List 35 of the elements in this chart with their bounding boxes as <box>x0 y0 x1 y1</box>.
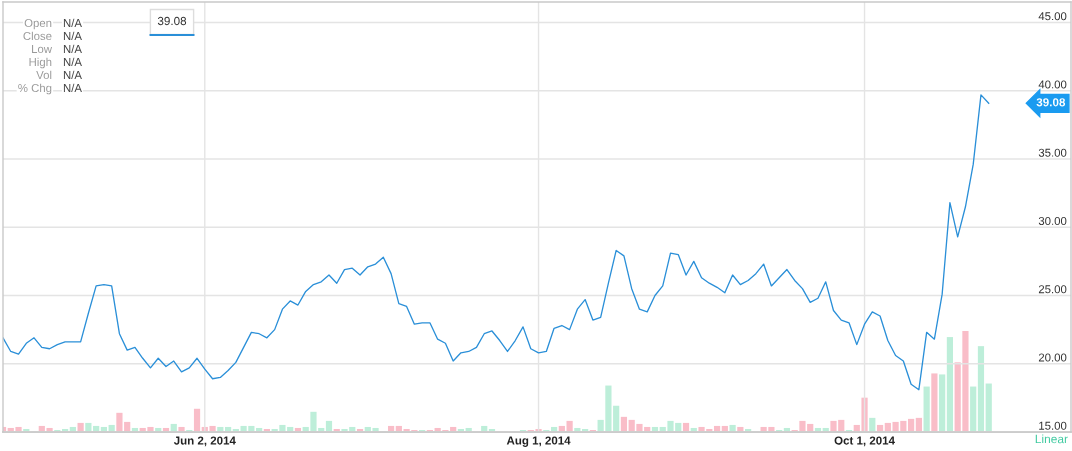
annotation: Low <box>32 45 53 54</box>
y-tick-label: 35.00 <box>1038 148 1067 157</box>
x-tick-label: Aug 1, 2014 <box>506 436 571 447</box>
annotation: N/A <box>63 31 82 41</box>
annotation: N/A <box>63 18 82 28</box>
bar <box>946 337 954 432</box>
x-tick-label: Oct 1, 2014 <box>834 436 895 447</box>
annotation: Close <box>23 31 52 41</box>
bar <box>970 386 977 432</box>
annotation: % Chg <box>18 83 52 95</box>
annotation: N/A <box>63 70 82 80</box>
annotation: N/A <box>63 44 82 54</box>
y-tick-label: 30.00 <box>1038 216 1067 225</box>
bar <box>178 426 185 432</box>
bar <box>939 374 946 432</box>
bar <box>923 386 930 432</box>
y-tick-label: 40.00 <box>1038 80 1067 89</box>
text: Linear <box>1035 434 1068 444</box>
text: 39.08 <box>1036 98 1066 107</box>
y-tick-label: 20.00 <box>1038 353 1067 362</box>
bar <box>729 424 736 432</box>
y-tick-label: 15.00 <box>1039 421 1067 430</box>
y-tick-label: 45.00 <box>1038 12 1067 21</box>
annotation: N/A <box>63 57 82 67</box>
annotation: High <box>29 57 52 69</box>
bar <box>931 373 938 432</box>
annotation: N/A <box>63 83 82 93</box>
annotation: Vol <box>36 70 52 80</box>
y-tick-label: 25.00 <box>1038 285 1067 294</box>
bar <box>985 383 992 432</box>
x-tick-label: Jun 2, 2014 <box>173 436 236 447</box>
bar <box>977 346 985 432</box>
annotation: Open <box>24 18 52 30</box>
annotation: 39.08 <box>157 16 187 26</box>
bar <box>193 408 201 432</box>
